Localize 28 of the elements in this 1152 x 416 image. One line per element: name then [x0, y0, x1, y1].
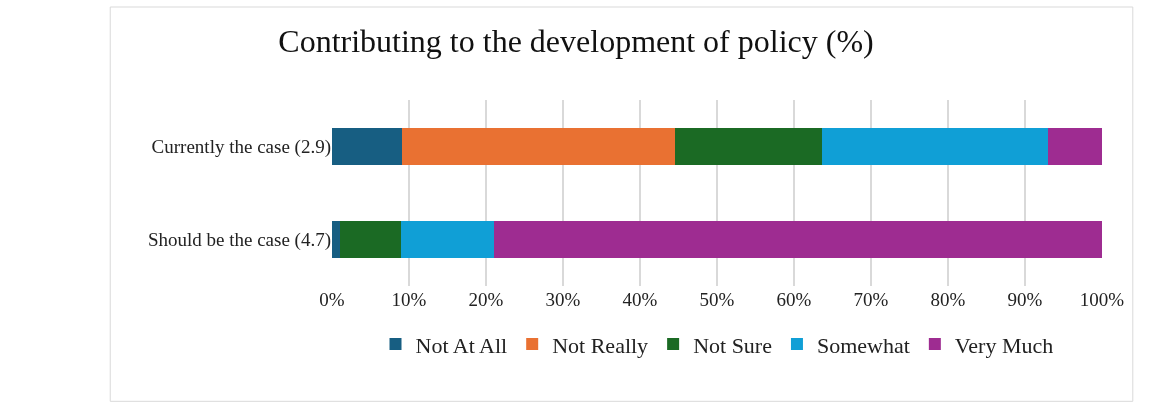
bar — [339, 220, 402, 259]
bar — [1048, 127, 1102, 166]
x-tick-label: 30% — [545, 289, 581, 310]
bar — [401, 220, 495, 259]
x-tick-label: 100% — [1079, 289, 1125, 310]
x-tick-label: 10% — [391, 289, 427, 310]
bar — [332, 220, 340, 259]
chart-title: Contributing to the development of policy (%) — [278, 22, 874, 59]
x-tick-label: 60% — [776, 289, 812, 310]
bar — [332, 127, 403, 166]
bar — [494, 220, 1102, 259]
legend-label: Somewhat — [816, 332, 910, 358]
x-tick-label: 0% — [319, 289, 345, 310]
legend-label: Very Much — [954, 332, 1054, 358]
legend-label: Not Sure — [693, 332, 772, 358]
legend-label: Not At All — [415, 332, 508, 358]
x-tick-label: 20% — [468, 289, 504, 310]
x-tick-label: 80% — [930, 289, 966, 310]
y-tick-label: Should be the case (4.7) — [147, 229, 331, 252]
x-tick-label: 40% — [622, 289, 658, 310]
y-tick-label: Currently the case (2.9) — [151, 136, 331, 159]
bar — [822, 127, 1049, 166]
x-tick-label: 90% — [1007, 289, 1043, 310]
x-tick-label: 50% — [699, 289, 735, 310]
bar — [674, 127, 823, 166]
legend-label: Not Really — [552, 332, 649, 358]
bar — [402, 127, 675, 166]
x-tick-label: 70% — [853, 289, 889, 310]
